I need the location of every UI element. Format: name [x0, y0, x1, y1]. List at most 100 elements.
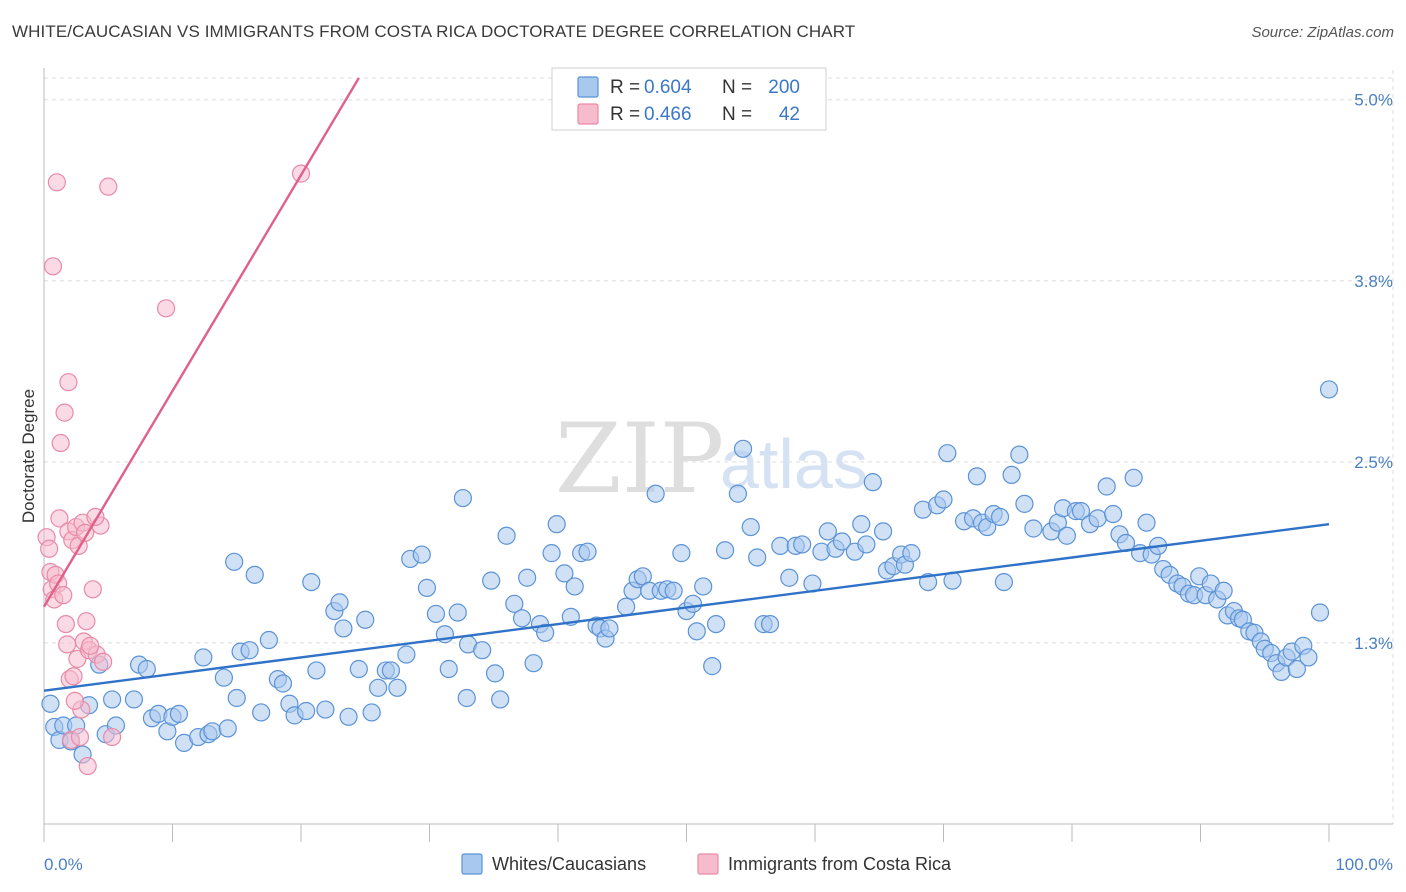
whites-point — [1024, 519, 1043, 538]
costa-rica-point — [47, 173, 66, 192]
whites-point — [225, 552, 244, 571]
whites-point — [863, 473, 882, 492]
whites-point — [41, 694, 60, 713]
legend-r-label-2: R = — [610, 104, 640, 125]
y-axis-label: Doctorate Degree — [19, 389, 38, 523]
whites-point — [417, 578, 437, 597]
series-legend: Whites/Caucasians Immigrants from Costa … — [461, 853, 952, 875]
whites-point — [741, 517, 760, 537]
costa-rica-trend-line — [42, 77, 360, 608]
whites-point — [169, 704, 189, 724]
whites-point — [381, 661, 401, 680]
whites-point — [453, 488, 473, 508]
y-tick-label-3: 5.0% — [1354, 91, 1393, 110]
costa-rica-point — [103, 727, 122, 747]
legend-r-value-1: 0.604 — [644, 77, 692, 98]
whites-point — [412, 545, 431, 564]
correlation-legend: R = 0.604 N = 200 R = 0.466 N = 42 — [551, 67, 827, 131]
x-tick-label-0: 0.0% — [44, 855, 83, 874]
y-tick-label-0: 1.3% — [1354, 634, 1393, 653]
whites-point — [874, 522, 893, 541]
legend-n-label-2: N = — [722, 104, 752, 125]
whites-point — [307, 661, 326, 680]
whites-point — [1104, 504, 1123, 524]
whites-point — [356, 610, 375, 629]
whites-point — [771, 536, 790, 555]
whites-point — [664, 581, 683, 600]
whites-point — [617, 597, 636, 616]
whites-point — [439, 659, 458, 679]
whites-point — [542, 544, 561, 563]
whites-point — [938, 444, 957, 463]
whites-point — [994, 572, 1013, 592]
watermark-zip: ZIP — [555, 403, 724, 515]
whites-point — [902, 544, 921, 563]
whites-point — [857, 535, 876, 554]
whites-point — [1015, 494, 1034, 513]
whites-point — [1214, 581, 1233, 600]
whites-point — [362, 703, 381, 722]
whites-point — [715, 541, 735, 560]
y-tick-labels: 1.3% 2.5% 3.8% 5.0% — [1354, 91, 1393, 653]
x-tick-label-1: 100.0% — [1335, 855, 1393, 874]
whites-point — [1002, 465, 1021, 485]
whites-point — [703, 657, 722, 676]
costa-rica-point — [156, 299, 176, 318]
whites-point — [687, 622, 706, 641]
legend-r-value-2: 0.466 — [644, 104, 692, 125]
series-legend-label-costa-rica: Immigrants from Costa Rica — [728, 854, 952, 874]
costa-rica-point — [64, 667, 83, 686]
legend-n-value-1: 200 — [768, 77, 800, 98]
costa-rica-point — [99, 177, 118, 196]
whites-point — [578, 542, 597, 561]
whites-point — [448, 603, 467, 622]
whites-point — [780, 568, 799, 587]
whites-point — [512, 609, 532, 628]
y-tick-label-2: 3.8% — [1354, 272, 1393, 291]
whites-point — [1071, 502, 1091, 521]
whites-point — [194, 648, 213, 667]
costa-rica-point — [94, 652, 113, 671]
whites-point — [473, 641, 492, 660]
whites-point — [397, 645, 416, 664]
whites-point — [1010, 445, 1029, 464]
whites-point — [252, 703, 271, 722]
whites-point — [330, 593, 349, 612]
series-costa-rica-points — [37, 164, 311, 776]
whites-point — [334, 619, 353, 638]
whites-point — [203, 722, 222, 741]
y-tick-label-1: 2.5% — [1354, 453, 1393, 472]
whites-point — [1088, 509, 1107, 528]
trend-lines — [42, 77, 1330, 692]
whites-point — [482, 571, 501, 590]
whites-point — [485, 664, 505, 683]
whites-point — [832, 532, 852, 551]
costa-rica-point — [83, 580, 102, 599]
whites-point — [672, 544, 691, 563]
costa-rica-point — [70, 727, 90, 747]
whites-point — [990, 507, 1010, 527]
whites-point — [646, 484, 665, 503]
costa-rica-point — [55, 403, 74, 422]
whites-point — [124, 690, 144, 709]
whites-point — [536, 623, 555, 642]
whites-point — [1310, 603, 1330, 622]
whites-point — [1299, 648, 1318, 667]
whites-point — [706, 615, 726, 634]
costa-rica-point — [50, 509, 69, 528]
legend-swatch-blue — [577, 76, 599, 98]
whites-point — [967, 467, 987, 486]
whites-point — [1287, 659, 1306, 679]
chart-title: WHITE/CAUCASIAN VS IMMIGRANTS FROM COSTA… — [12, 22, 856, 41]
costa-rica-point — [59, 373, 78, 392]
whites-point — [137, 659, 156, 679]
legend-n-value-2: 42 — [779, 104, 800, 125]
whites-point — [1137, 513, 1156, 532]
costa-rica-point — [54, 586, 73, 605]
whites-point — [426, 604, 446, 624]
whites-point — [273, 674, 293, 693]
series-whites-points — [41, 380, 1339, 764]
source-credit: Source: ZipAtlas.com — [1251, 24, 1394, 41]
costa-rica-point — [81, 636, 100, 655]
